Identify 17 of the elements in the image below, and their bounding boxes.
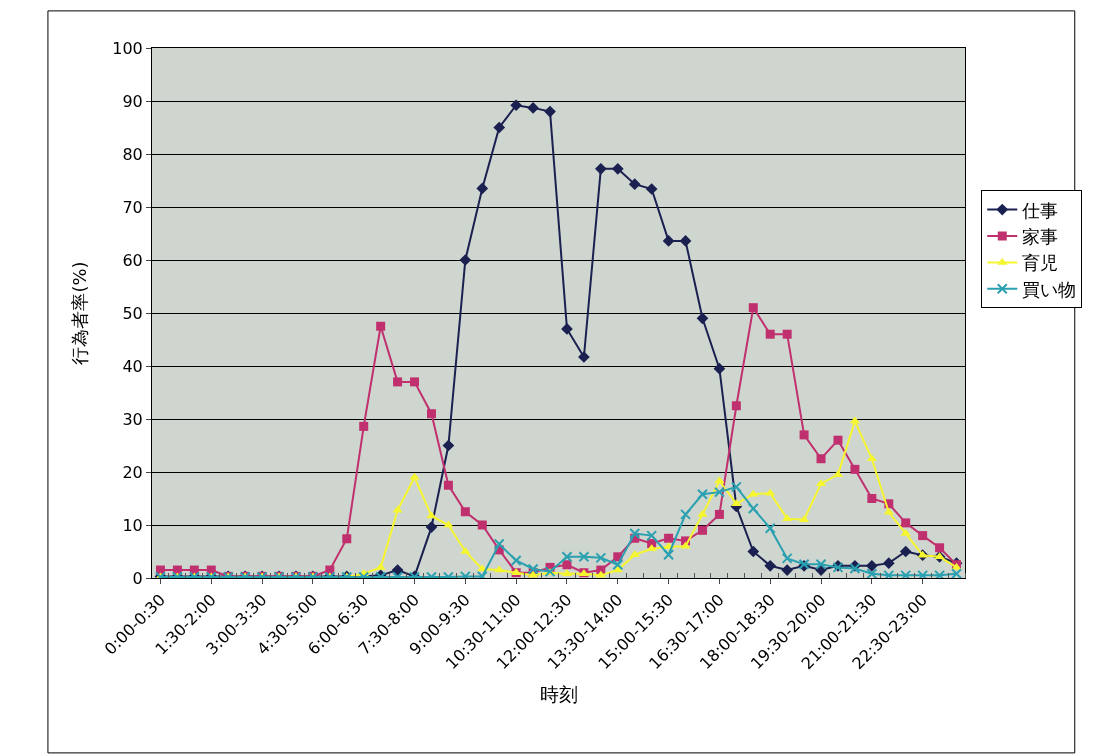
y-tick-label: 70: [122, 197, 143, 217]
y-tick-label: 100: [112, 38, 143, 58]
y-tick-label: 10: [122, 515, 143, 535]
y-axis-title: 行為者率(%): [69, 261, 91, 365]
x-axis-title: 時刻: [539, 682, 578, 705]
y-tick-label: 20: [122, 462, 143, 482]
y-tick-label: 40: [122, 356, 143, 376]
legend-label: 育児: [1022, 252, 1059, 274]
y-tick-label: 0: [132, 568, 143, 588]
y-tick-label: 90: [122, 91, 143, 111]
legend-label: 仕事: [1021, 199, 1059, 221]
y-tick-label: 60: [122, 250, 143, 270]
y-tick-label: 50: [122, 303, 143, 323]
legend-label: 家事: [1022, 226, 1059, 248]
y-tick-label: 80: [122, 144, 143, 164]
y-tick-label: 30: [122, 409, 143, 429]
legend-label: 買い物: [1022, 278, 1077, 300]
